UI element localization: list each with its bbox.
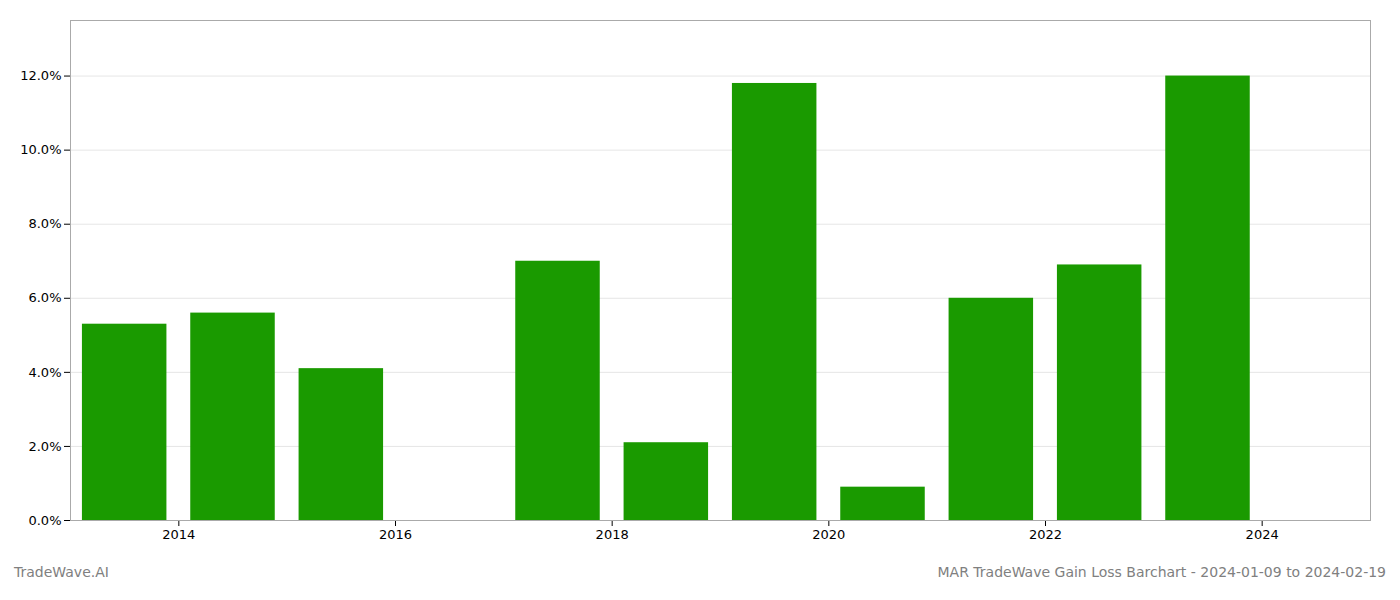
- svg-text:10.0%: 10.0%: [20, 142, 61, 157]
- svg-text:6.0%: 6.0%: [28, 290, 61, 305]
- svg-text:4.0%: 4.0%: [28, 365, 61, 380]
- svg-text:2.0%: 2.0%: [28, 439, 61, 454]
- svg-text:12.0%: 12.0%: [20, 68, 61, 83]
- svg-text:2020: 2020: [812, 527, 845, 542]
- svg-text:2022: 2022: [1029, 527, 1062, 542]
- html-text:MAR TradeWave Gain Loss Barcha: MAR TradeWave Gain Loss Barchart - 2024-…: [937, 564, 1386, 580]
- svg-text:8.0%: 8.0%: [28, 216, 61, 231]
- svg-text:2018: 2018: [596, 527, 629, 542]
- svg-text:2016: 2016: [379, 527, 412, 542]
- html-text:TradeWave.AI: TradeWave.AI: [14, 564, 109, 580]
- svg-text:0.0%: 0.0%: [28, 513, 61, 528]
- svg-text:2024: 2024: [1246, 527, 1279, 542]
- svg-text:2014: 2014: [162, 527, 195, 542]
